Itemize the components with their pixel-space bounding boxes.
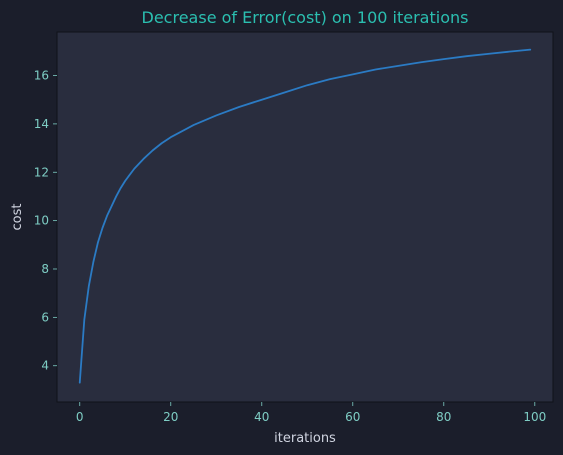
x-axis-label: iterations xyxy=(274,431,336,446)
cost-series-line xyxy=(78,48,532,384)
y-axis: 4 6 8 10 12 14 16 xyxy=(34,69,57,373)
y-axis-label: cost xyxy=(10,204,25,231)
plot-area xyxy=(56,31,554,403)
chart-title: Decrease of Error(cost) on 100 iteration… xyxy=(142,8,469,27)
x-axis: 0 20 40 60 80 100 xyxy=(76,402,546,424)
y-tick-label: 8 xyxy=(41,262,49,276)
y-tick-label: 12 xyxy=(34,165,49,179)
x-tick-label: 20 xyxy=(163,410,178,424)
x-tick-label: 60 xyxy=(345,410,360,424)
x-tick-label: 40 xyxy=(254,410,269,424)
x-tick-label: 80 xyxy=(436,410,451,424)
x-tick-label: 100 xyxy=(523,410,546,424)
x-tick-label: 0 xyxy=(76,410,84,424)
y-tick-label: 16 xyxy=(34,69,49,83)
y-tick-label: 6 xyxy=(41,310,49,324)
y-tick-label: 4 xyxy=(41,359,49,373)
y-tick-label: 14 xyxy=(34,117,49,131)
y-tick-label: 10 xyxy=(34,214,49,228)
